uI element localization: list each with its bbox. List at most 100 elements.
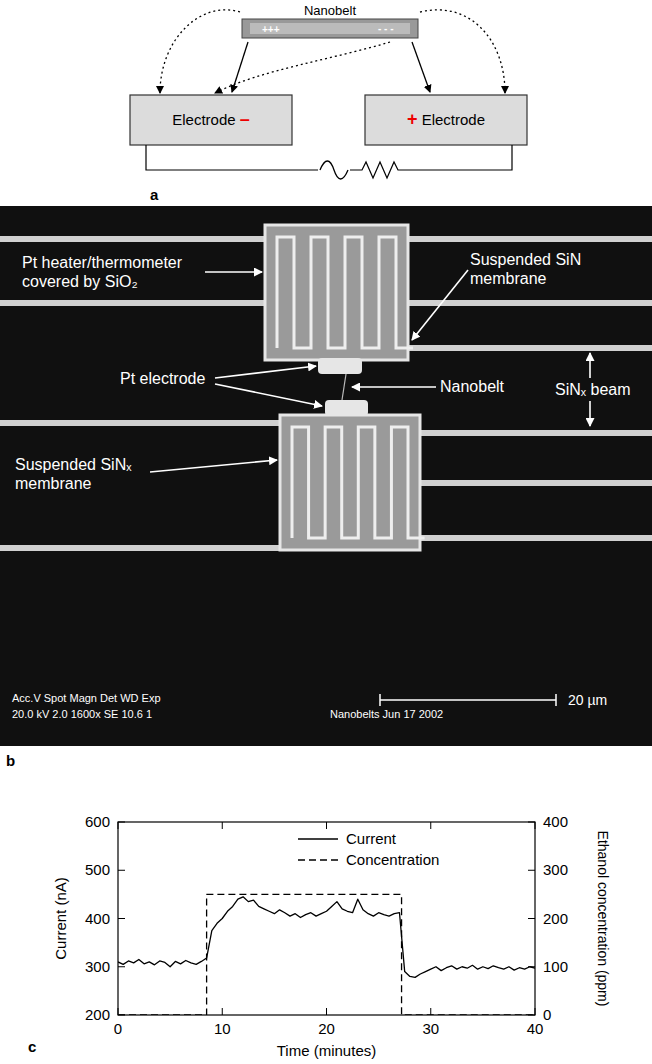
x-tick — [430, 1008, 431, 1015]
annotation: Suspended SiNₓ — [15, 456, 132, 473]
sem-info: 20.0 kV 2.0 1600x SE 10.6 1 — [12, 708, 152, 720]
legend-swatch — [298, 859, 338, 860]
panel-letter: b — [6, 752, 15, 769]
x-tick-top — [222, 822, 223, 829]
x-tick — [326, 1008, 327, 1015]
annotation: membrane — [470, 270, 547, 287]
electrode-label: Electrode – — [172, 109, 250, 129]
field-line — [160, 10, 240, 93]
sem-caption: Nanobelts Jun 17 2002 — [330, 708, 443, 720]
sin-beam — [420, 535, 652, 541]
y-tick-label: 400 — [85, 910, 110, 927]
scale-bar-end — [555, 694, 557, 706]
ac-source — [320, 161, 348, 179]
sin-beam — [0, 300, 265, 306]
panel-letter: c — [28, 1038, 36, 1055]
electrode — [130, 95, 292, 145]
series-line — [118, 897, 535, 978]
y2-tick-label: 0 — [543, 1006, 551, 1023]
annotation-arrow — [412, 270, 468, 340]
x-tick-top — [326, 822, 327, 829]
x-tick-label: 0 — [114, 1020, 122, 1037]
nanobelt-inner — [250, 23, 410, 34]
annotation-arrow — [589, 401, 591, 426]
electrode-label: + Electrode — [407, 109, 485, 129]
charge-negative: - - - — [378, 23, 394, 34]
sem-info: Acc.V Spot Magn Det WD Exp — [12, 692, 161, 704]
y-tick — [118, 966, 125, 967]
charge-positive: +++ — [262, 24, 280, 35]
legend-entry: Concentration — [346, 851, 439, 868]
membrane — [265, 225, 408, 360]
y-tick — [118, 870, 125, 871]
field-line — [215, 42, 390, 93]
y2-tick — [528, 918, 535, 919]
pt-electrode — [325, 400, 368, 416]
y2-tick — [528, 870, 535, 871]
x-tick-top — [430, 822, 431, 829]
figure: Nanobelt+++- - -Electrode –+ ElectrodeaP… — [0, 0, 652, 1064]
electrode-sign: – — [240, 109, 250, 129]
annotation-arrow — [215, 384, 322, 406]
x-tick-top — [118, 822, 119, 829]
y2-tick-label: 200 — [543, 910, 568, 927]
field-line — [420, 10, 505, 93]
annotation-arrow — [215, 366, 316, 378]
electrode-word: Electrode — [172, 111, 235, 128]
nanobelt — [342, 374, 346, 400]
y2-axis-title: Ethanol concentration (ppm) — [595, 831, 611, 1007]
series-line — [118, 894, 535, 1015]
sem-background — [0, 206, 652, 746]
y-tick — [118, 918, 125, 919]
y-tick — [118, 822, 125, 823]
sin-beam — [420, 480, 652, 486]
y2-tick-label: 400 — [543, 813, 568, 830]
y2-tick-label: 100 — [543, 958, 568, 975]
y-tick-label: 300 — [85, 958, 110, 975]
sin-beam — [0, 420, 280, 426]
y-axis-title: Current (nA) — [52, 877, 69, 960]
sin-beam — [0, 545, 280, 551]
x-tick-label: 40 — [527, 1020, 544, 1037]
sin-beam — [408, 345, 652, 351]
circuit-wire — [146, 145, 512, 178]
legend-swatch — [298, 838, 338, 839]
annotation: covered by SiO₂ — [22, 273, 138, 290]
annotation: Pt electrode — [120, 370, 205, 387]
annotation-arrow — [589, 353, 591, 378]
y-tick-label: 600 — [85, 813, 110, 830]
electrode-word: Electrode — [422, 111, 485, 128]
plot-data — [118, 894, 535, 1015]
annotation-arrow — [150, 460, 277, 472]
scale-bar — [380, 699, 556, 701]
x-tick-label: 10 — [214, 1020, 231, 1037]
y-tick-label: 200 — [85, 1006, 110, 1023]
annotation: Suspended SiN — [470, 251, 581, 268]
field-arrow — [412, 42, 430, 92]
annotation: Nanobelt — [440, 378, 505, 395]
annotation: SiNₓ beam — [555, 381, 631, 398]
panel-b: Pt heater/thermometer covered by SiO₂ Susp… — [0, 206, 652, 769]
plot-frame — [118, 822, 535, 1015]
x-axis-title: Time (minutes) — [277, 1042, 376, 1059]
sin-beam — [408, 300, 652, 306]
pt-heater — [277, 237, 413, 348]
scale-bar-end — [379, 694, 381, 706]
pt-heater — [292, 427, 425, 538]
x-tick-label: 20 — [318, 1020, 335, 1037]
y-tick-label: 500 — [85, 861, 110, 878]
field-arrow — [232, 42, 248, 92]
x-tick — [222, 1008, 223, 1015]
x-tick-top — [535, 822, 536, 829]
sin-beam — [420, 430, 652, 436]
scale-label: 20 µm — [568, 692, 607, 708]
electrode — [365, 95, 527, 145]
membrane — [280, 415, 420, 550]
annotation: membrane — [15, 475, 92, 492]
panel-letter: a — [150, 186, 159, 203]
annotation: Pt heater/thermometer — [22, 254, 183, 271]
annotation-arrow — [205, 271, 262, 273]
y2-tick — [528, 822, 535, 823]
legend: CurrentConcentration — [298, 830, 439, 868]
y2-tick-label: 300 — [543, 861, 568, 878]
